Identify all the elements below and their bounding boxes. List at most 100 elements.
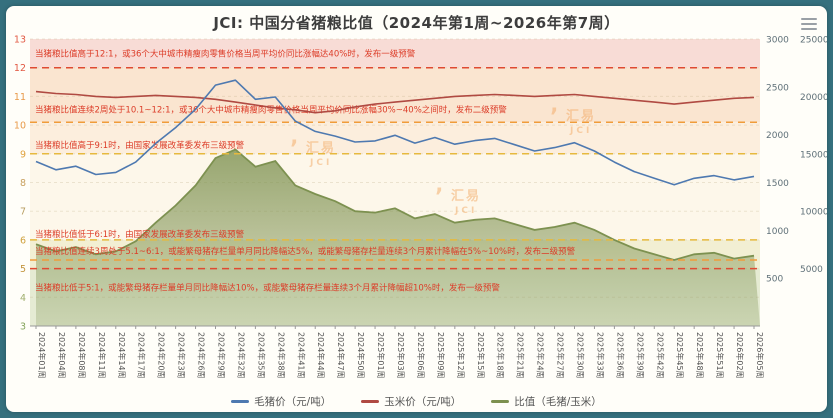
x-axis-label: 2025年42周 <box>655 332 665 379</box>
x-axis-label: 2024年08周 <box>77 332 87 379</box>
svg-text:JCI: JCI <box>309 158 332 168</box>
warning-text: 当猪粮比值连续2周处于10.1~12:1，或36个大中城市精瘦肉零售价格当周平均… <box>35 104 507 115</box>
x-axis-label: 2025年15周 <box>476 332 486 379</box>
series-line-corn <box>35 90 755 114</box>
watermark-logo: ’ 汇易 JCI <box>550 105 596 136</box>
warning-text: 当猪粮比值连续3周处于5.1~6:1，或能繁母猪存栏量单月同比降幅达5%，或能繁… <box>35 246 576 257</box>
x-axis-label: 2025年18周 <box>496 332 506 379</box>
left-axis-tick: 5 <box>20 264 26 275</box>
right-axis1-tick: 2500 <box>766 83 789 93</box>
menu-bar <box>801 28 817 30</box>
x-axis-label: 2025年45周 <box>675 332 685 379</box>
svg-text:汇易: 汇易 <box>451 189 481 204</box>
chart-legend: 毛猪价（元/吨） 玉米价（元/吨） 比值（毛猪/玉米） <box>6 394 827 409</box>
warning-text: 当猪粮比值低于6:1时，由国家发展改革委发布三级预警 <box>35 229 245 240</box>
legend-line-marker <box>361 400 380 403</box>
x-axis-label: 2024年14周 <box>117 332 127 379</box>
x-axis-label: 2024年38周 <box>276 332 286 379</box>
x-axis-label: 2025年36周 <box>615 332 625 379</box>
svg-text:JCI: JCI <box>569 126 592 136</box>
svg-text:汇易: 汇易 <box>566 109 596 124</box>
right-axis2-tick: 15000 <box>800 150 827 160</box>
legend-label: 比值（毛猪/玉米） <box>514 396 602 408</box>
x-axis-label: 2025年27周 <box>556 332 566 379</box>
x-axis-label: 2025年33周 <box>595 332 605 379</box>
x-axis-label: 2025年30周 <box>576 332 586 379</box>
x-axis-label: 2024年50周 <box>356 332 366 379</box>
x-axis-label: 2025年01周 <box>376 332 386 379</box>
right-axis1-tick: 500 <box>766 275 783 285</box>
x-axis-label: 2024年32周 <box>236 332 246 379</box>
svg-text:’: ’ <box>550 105 558 130</box>
chart-plot-area[interactable]: ’ 汇易 JCI ’ 汇易 JCI ’ 汇易 JCI 当猪粮比值高于12:1，或36个大中城市精瘦… <box>6 32 827 398</box>
chart-title: JCI: 中国分省猪粮比值（2024年第1周~2026年第7周） <box>213 14 620 32</box>
x-axis-label: 2024年17周 <box>137 332 147 379</box>
series-line-pig <box>35 79 755 186</box>
legend-item-0[interactable]: 毛猪价（元/吨） <box>231 394 331 409</box>
left-axis-tick: 12 <box>14 63 26 74</box>
series-area-ratio <box>36 149 760 326</box>
x-axis-label: 2025年03周 <box>396 332 406 379</box>
left-axis-tick: 4 <box>20 293 26 304</box>
watermark-logo: ’ 汇易 JCI <box>435 185 481 216</box>
chart-panel: JCI: 中国分省猪粮比值（2024年第1周~2026年第7周） ’ 汇易 JCI’… <box>6 6 827 412</box>
left-axis-tick: 10 <box>14 121 26 132</box>
x-axis-label: 2026年05周 <box>755 332 765 379</box>
legend-line-marker <box>491 400 510 403</box>
warning-text: 当猪粮比低于5:1，或能繁母猪存栏量单月同比降幅达10%，或能繁母猪存栏量连续3… <box>35 282 500 293</box>
x-axis-label: 2024年26周 <box>197 332 207 379</box>
left-axis-tick: 11 <box>14 92 26 103</box>
legend-label: 玉米价（元/吨） <box>384 396 462 408</box>
x-axis-label: 2025年06周 <box>416 332 426 379</box>
x-axis-label: 2025年48周 <box>695 332 705 379</box>
x-axis-label: 2024年20周 <box>157 332 167 379</box>
right-axis1-tick: 1500 <box>766 179 789 189</box>
series-line-ratio <box>35 148 755 261</box>
svg-text:’: ’ <box>290 137 298 162</box>
warning-text: 当猪粮比值高于9:1时，由国家发展改革委发布三级预警 <box>35 140 245 151</box>
menu-bar <box>801 23 817 25</box>
menu-bar <box>801 18 817 20</box>
right-axis2-tick: 10000 <box>800 208 827 218</box>
x-axis-label: 2025年12周 <box>456 332 466 379</box>
x-axis-label: 2026年02周 <box>735 332 745 379</box>
x-axis-label: 2024年23周 <box>177 332 187 379</box>
legend-label: 毛猪价（元/吨） <box>254 396 332 408</box>
zone-band <box>30 39 760 68</box>
right-axis1-tick: 2000 <box>766 131 789 141</box>
svg-text:汇易: 汇易 <box>306 141 336 156</box>
right-axis1-tick: 3000 <box>766 36 789 46</box>
right-axis1-tick: 1000 <box>766 227 789 237</box>
right-axis2-tick: 20000 <box>800 93 827 103</box>
legend-line-marker <box>231 400 250 403</box>
svg-text:JCI: JCI <box>454 206 477 216</box>
right-axis2-tick: 25000 <box>800 36 827 46</box>
x-axis-label: 2024年41周 <box>296 332 306 379</box>
left-axis-tick: 6 <box>20 235 26 246</box>
x-axis-label: 2025年09周 <box>436 332 446 379</box>
left-axis-tick: 8 <box>20 178 26 189</box>
legend-item-1[interactable]: 玉米价（元/吨） <box>361 394 461 409</box>
x-axis-label: 2024年01周 <box>37 332 47 379</box>
left-axis-tick: 7 <box>20 207 26 218</box>
toolbox-menu-icon[interactable] <box>801 15 817 30</box>
x-axis-label: 2025年21周 <box>516 332 526 379</box>
x-axis-label: 2024年47周 <box>336 332 346 379</box>
left-axis-tick: 13 <box>14 35 26 46</box>
x-axis-label: 2024年04周 <box>57 332 67 379</box>
x-axis-label: 2024年29周 <box>217 332 227 379</box>
svg-text:’: ’ <box>435 185 443 210</box>
left-axis-tick: 3 <box>20 322 26 333</box>
warning-text: 当猪粮比值高于12:1，或36个大中城市精瘦肉零售价格当周平均价同比涨幅达40%… <box>35 48 416 59</box>
x-axis-label: 2024年35周 <box>256 332 266 379</box>
left-axis-tick: 9 <box>20 149 26 160</box>
x-axis-label: 2024年44周 <box>316 332 326 379</box>
x-axis-label: 2025年24周 <box>536 332 546 379</box>
x-axis-label: 2024年11周 <box>97 332 107 379</box>
watermark-logo: ’ 汇易 JCI <box>290 137 336 168</box>
x-axis-label: 2025年51周 <box>715 332 725 379</box>
x-axis-label: 2025年39周 <box>635 332 645 379</box>
zone-band <box>30 122 760 154</box>
legend-item-2[interactable]: 比值（毛猪/玉米） <box>491 394 602 409</box>
right-axis2-tick: 5000 <box>800 265 823 275</box>
